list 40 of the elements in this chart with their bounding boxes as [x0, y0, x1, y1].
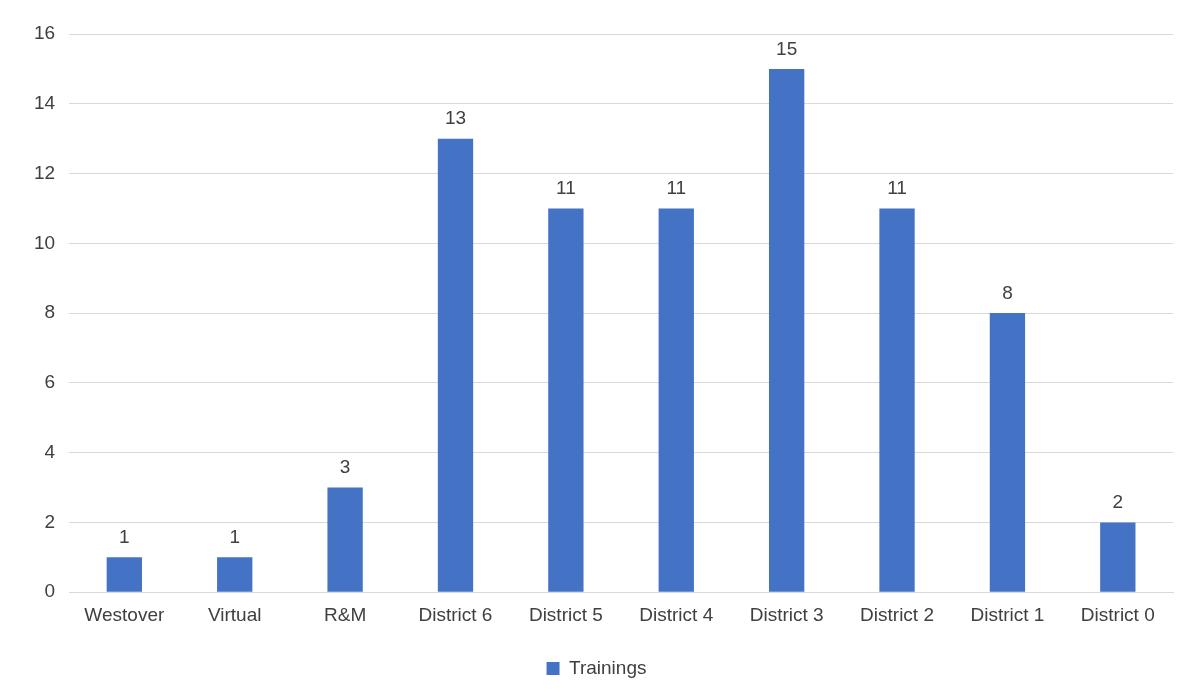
bar [989, 313, 1026, 592]
data-label: 13 [444, 107, 467, 129]
y-tick-label: 10 [33, 231, 56, 253]
legend-label: Trainings [569, 656, 647, 678]
data-label: 1 [119, 526, 130, 548]
x-tick-label: District 3 [749, 603, 824, 625]
bar [548, 208, 584, 592]
bar [106, 557, 142, 592]
bar [768, 68, 805, 592]
y-tick-label: 14 [33, 92, 56, 114]
data-label: 2 [1112, 491, 1124, 513]
y-tick-label: 4 [44, 440, 56, 462]
data-label: 11 [666, 177, 687, 199]
y-tick-label: 16 [33, 22, 56, 44]
x-tick-label: Virtual [207, 603, 262, 625]
x-tick-label: District 0 [1080, 603, 1155, 625]
bar [437, 138, 474, 592]
data-label: 1 [229, 526, 240, 548]
data-label: 11 [887, 177, 907, 199]
y-tick-label: 0 [44, 580, 56, 602]
x-tick-label: District 5 [528, 603, 603, 625]
y-tick-label: 12 [33, 161, 56, 183]
bar [217, 557, 253, 592]
x-tick-label: District 1 [970, 603, 1045, 625]
y-tick-label: 2 [44, 510, 56, 532]
data-label: 11 [556, 177, 576, 199]
x-tick-label: District 4 [639, 603, 714, 625]
x-tick-label: R&M [323, 603, 367, 625]
x-tick-label: District 6 [418, 603, 493, 625]
data-label: 8 [1002, 281, 1013, 303]
data-label: 3 [339, 456, 351, 478]
bar [658, 208, 694, 592]
y-tick-label: 8 [44, 301, 56, 323]
bar [327, 487, 363, 592]
x-tick-label: District 2 [860, 603, 934, 625]
data-label: 15 [776, 37, 798, 59]
x-tick-label: Westover [84, 603, 165, 625]
bar [879, 208, 915, 592]
y-tick-label: 6 [44, 371, 56, 393]
bar [1100, 522, 1136, 592]
